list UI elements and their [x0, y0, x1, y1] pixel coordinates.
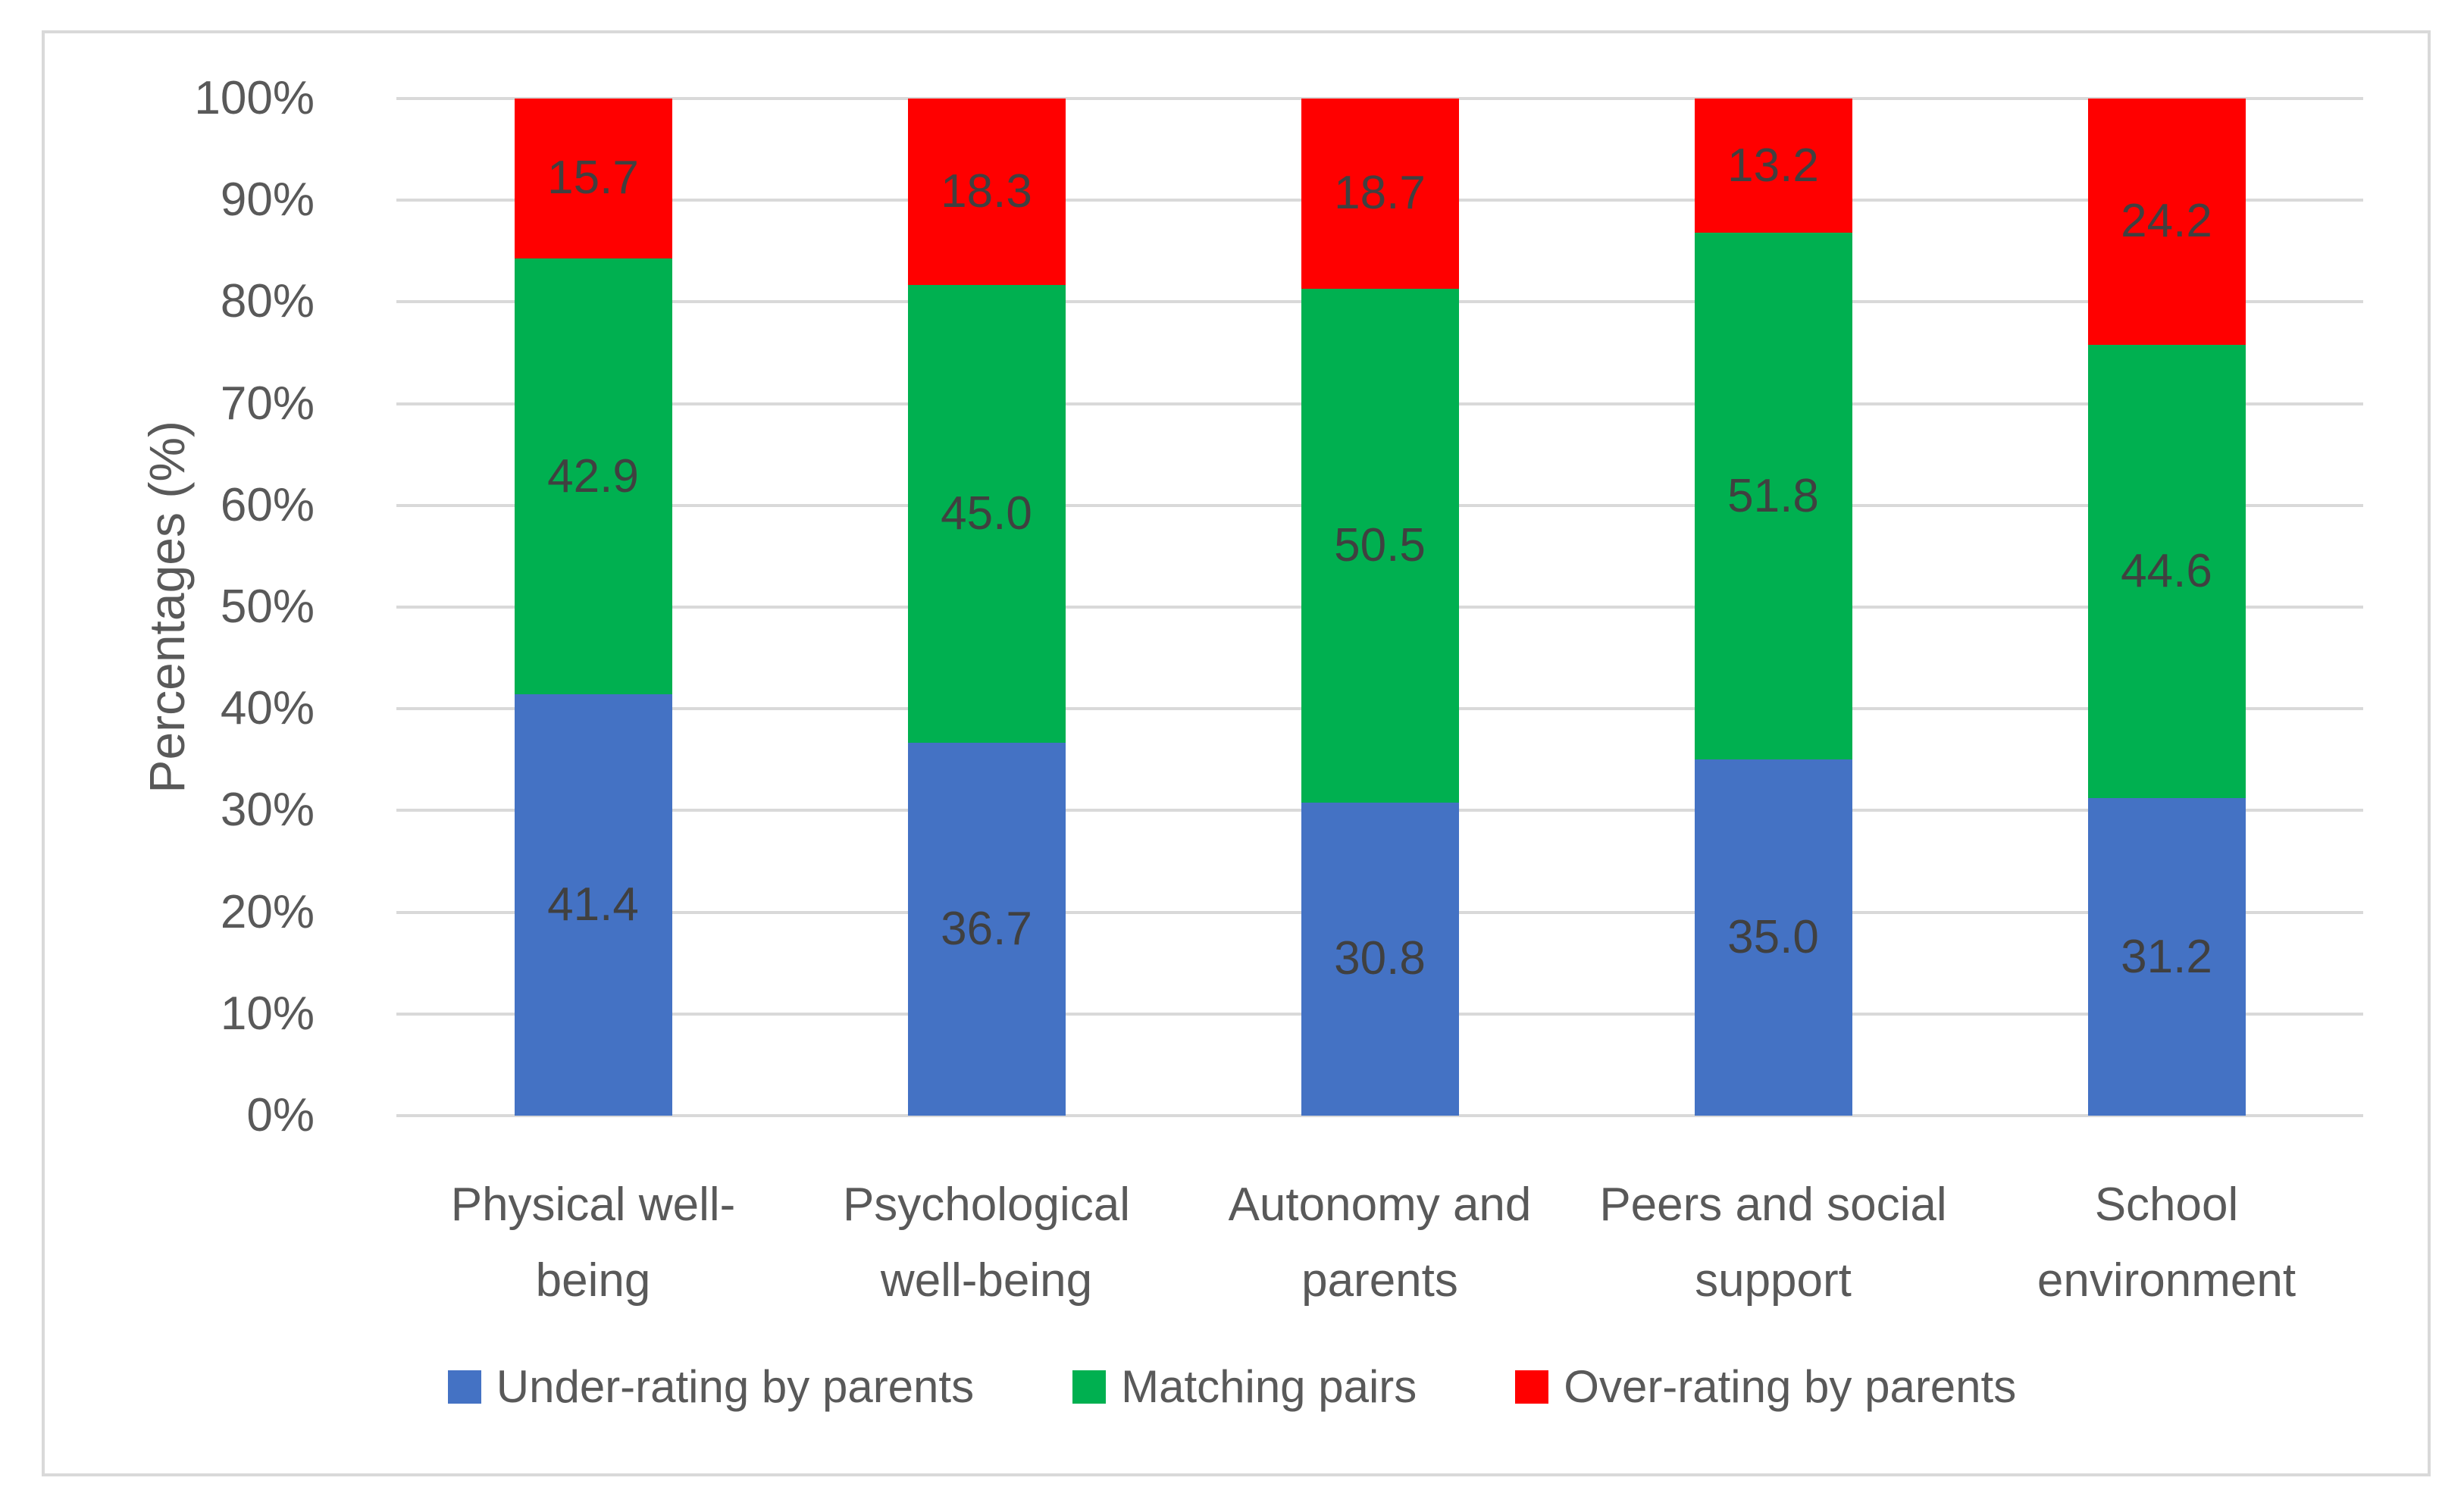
bar-segment: 30.8 [1301, 802, 1459, 1116]
x-category-label-text: Physical well-being [450, 1179, 736, 1307]
bar-segment: 36.7 [907, 742, 1066, 1116]
legend-marker [1072, 1370, 1107, 1404]
y-axis-ticks: 0% 10% 20% 30% 40% 50% 60% 70% 80% 90% 100% [0, 72, 315, 1141]
y-tick-label: 70% [220, 377, 315, 430]
bar-slot: 41.4 42.9 15.7 [396, 99, 790, 1116]
data-label: 45.0 [941, 487, 1032, 540]
stacked-bar: 36.7 45.0 18.3 [907, 99, 1066, 1116]
bars-layer: 41.4 42.9 15.7 36.7 45.0 18.3 30.8 50.5 18.7 35.0… [396, 99, 2363, 1116]
bar-slot: 30.8 50.5 18.7 [1183, 99, 1576, 1116]
y-tick-label: 90% [220, 174, 315, 227]
data-label: 44.6 [2121, 545, 2212, 598]
gridline [396, 1114, 2363, 1117]
legend-label: Over-rating by parents [1564, 1361, 2017, 1412]
data-label: 13.2 [1727, 139, 1819, 192]
bar-segment: 15.7 [514, 99, 672, 258]
y-tick-label: 10% [220, 987, 315, 1040]
bar-segment: 50.5 [1301, 288, 1459, 803]
legend-label: Matching pairs [1121, 1361, 1417, 1412]
x-category-label-text: Peers and social support [1599, 1179, 1947, 1307]
bar-segment: 18.3 [907, 99, 1066, 285]
legend-item: Over-rating by parents [1515, 1360, 2016, 1413]
data-label: 18.3 [941, 164, 1032, 218]
data-label: 18.7 [1334, 167, 1426, 220]
x-category-label: Psychological well-being [790, 1167, 1183, 1320]
bar-segment: 41.4 [514, 694, 672, 1116]
data-label: 41.4 [547, 878, 639, 931]
legend-item: Under-rating by parents [447, 1360, 975, 1413]
y-tick-label: 0% [246, 1089, 315, 1141]
data-label: 51.8 [1727, 469, 1819, 522]
bar-slot: 36.7 45.0 18.3 [790, 99, 1183, 1116]
stacked-bar: 31.2 44.6 24.2 [2087, 99, 2246, 1116]
data-label: 42.9 [547, 449, 639, 502]
bar-segment: 24.2 [2087, 99, 2246, 345]
y-tick-label: 60% [220, 478, 315, 531]
stacked-bar: 35.0 51.8 13.2 [1694, 99, 1852, 1116]
data-label: 50.5 [1334, 518, 1426, 571]
stacked-bar: 41.4 42.9 15.7 [514, 99, 672, 1116]
x-category-label: School environment [1970, 1167, 2363, 1320]
data-label: 36.7 [941, 902, 1032, 955]
stacked-bar: 30.8 50.5 18.7 [1301, 99, 1459, 1116]
data-label: 35.0 [1727, 911, 1819, 964]
y-tick-label: 30% [220, 784, 315, 837]
y-tick-label: 50% [220, 581, 315, 633]
bar-slot: 35.0 51.8 13.2 [1576, 99, 1970, 1116]
legend-label: Under-rating by parents [496, 1361, 975, 1412]
legend-marker [1515, 1370, 1549, 1404]
legend-marker [447, 1370, 481, 1404]
bar-slot: 31.2 44.6 24.2 [1970, 99, 2363, 1116]
bar-segment: 35.0 [1694, 759, 1852, 1116]
x-category-label-text: Autonomy and parents [1228, 1179, 1532, 1307]
x-axis-labels: Physical well-being Psychological well-be… [396, 1167, 2363, 1320]
bar-segment: 18.7 [1301, 99, 1459, 289]
x-category-label: Peers and social support [1576, 1167, 1970, 1320]
data-label: 15.7 [547, 152, 639, 205]
plot-area: 41.4 42.9 15.7 36.7 45.0 18.3 30.8 50.5 18.7 35.0… [396, 97, 2363, 1117]
legend-item: Matching pairs [1072, 1360, 1417, 1413]
y-tick-label: 40% [220, 682, 315, 735]
bar-segment: 31.2 [2087, 798, 2246, 1116]
bar-segment: 45.0 [907, 284, 1066, 743]
x-category-label: Physical well-being [396, 1167, 790, 1320]
x-category-label-text: Psychological well-being [842, 1179, 1131, 1307]
bar-segment: 42.9 [514, 258, 672, 695]
legend: Under-rating by parents Matching pairs Ove… [0, 1360, 2464, 1413]
bar-segment: 13.2 [1694, 99, 1852, 233]
bar-segment: 44.6 [2087, 344, 2246, 799]
x-category-label-text: School environment [2037, 1179, 2296, 1307]
y-tick-label: 100% [194, 72, 315, 124]
data-label: 24.2 [2121, 195, 2212, 248]
x-category-label: Autonomy and parents [1183, 1167, 1576, 1320]
data-label: 30.8 [1334, 932, 1426, 985]
chart-border-frame [42, 30, 2431, 1476]
y-tick-label: 20% [220, 885, 315, 938]
bar-segment: 51.8 [1694, 233, 1852, 760]
gridline [396, 97, 2363, 100]
data-label: 31.2 [2121, 930, 2212, 983]
y-tick-label: 80% [220, 275, 315, 328]
